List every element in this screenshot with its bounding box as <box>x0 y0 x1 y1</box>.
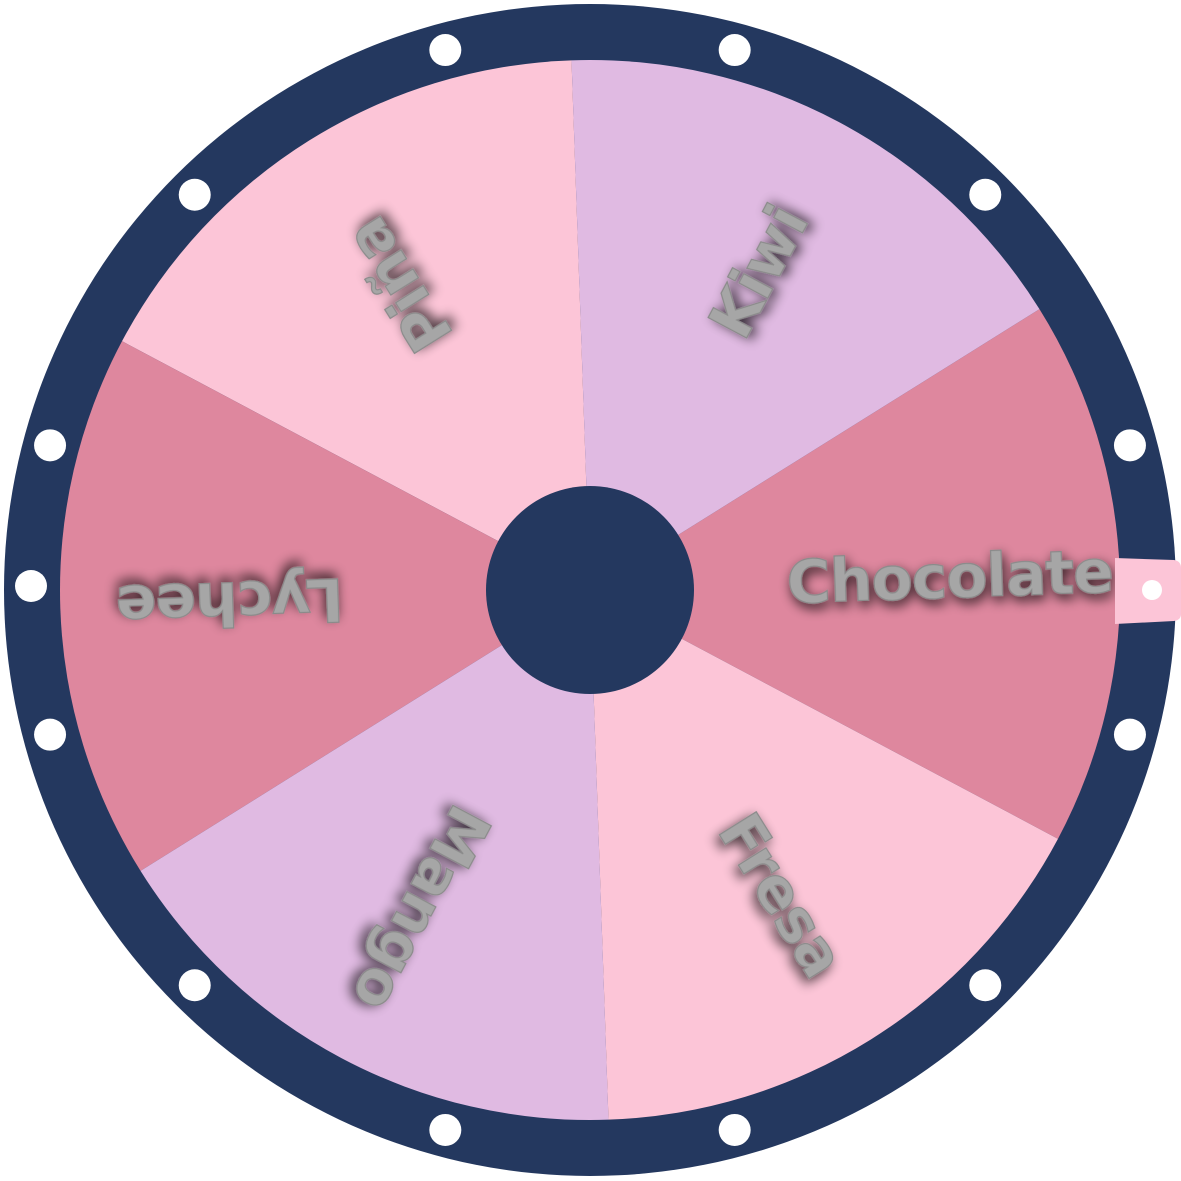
rim-peg-icon <box>1113 429 1146 462</box>
segment-label: Lychee <box>116 564 345 642</box>
rim-peg-icon <box>969 969 1002 1002</box>
wheel-segment-lychee <box>59 341 590 871</box>
rim-peg-icon <box>34 429 67 462</box>
rim-peg-icon <box>1113 718 1146 751</box>
wheel-segment-mango <box>140 590 609 1121</box>
rim-peg-icon <box>429 34 462 67</box>
rim-peg-icon <box>34 718 67 751</box>
wheel-pointer <box>1115 558 1181 624</box>
rim-peg-icon <box>178 969 211 1002</box>
wheel-hub[interactable] <box>486 486 694 694</box>
pointer-pin-icon <box>1142 580 1162 600</box>
segment-label: Chocolate <box>786 537 1114 618</box>
wheel-segment-pi-a <box>122 60 590 590</box>
rim-peg-icon <box>15 570 47 602</box>
rim-peg-icon <box>718 1113 751 1146</box>
rim-peg-icon <box>178 178 211 211</box>
rim-pegs <box>15 34 1146 1146</box>
wheel-segment-fresa <box>590 590 1058 1120</box>
rim-peg-icon <box>969 178 1002 211</box>
wheel-segment-chocolate <box>590 309 1121 839</box>
wheel-segment-kiwi <box>571 59 1040 590</box>
rim-peg-icon <box>429 1113 462 1146</box>
rim-peg-icon <box>718 34 751 67</box>
